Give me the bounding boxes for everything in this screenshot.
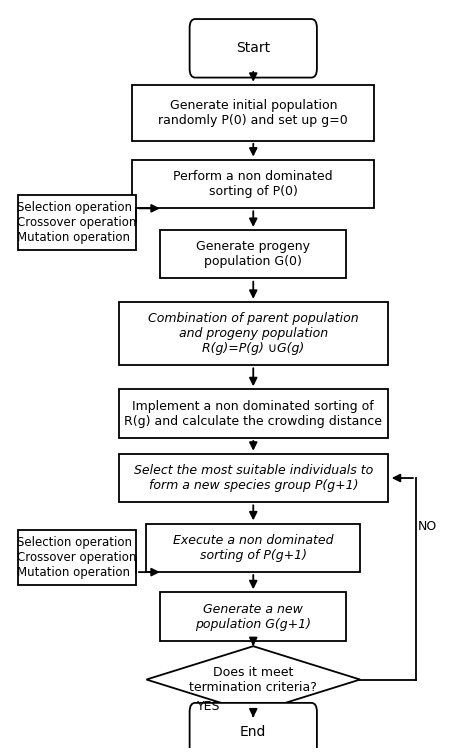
Text: Perform a non dominated
sorting of P(0): Perform a non dominated sorting of P(0) bbox=[173, 170, 333, 198]
Text: Generate initial population
randomly P(0) and set up g=0: Generate initial population randomly P(0… bbox=[158, 99, 348, 127]
Text: End: End bbox=[240, 725, 266, 739]
Text: Implement a non dominated sorting of
R(g) and calculate the crowding distance: Implement a non dominated sorting of R(g… bbox=[124, 400, 382, 428]
FancyBboxPatch shape bbox=[132, 160, 374, 208]
Polygon shape bbox=[146, 646, 360, 713]
Text: Execute a non dominated
sorting of P(g+1): Execute a non dominated sorting of P(g+1… bbox=[173, 534, 334, 562]
FancyBboxPatch shape bbox=[160, 593, 346, 640]
FancyBboxPatch shape bbox=[118, 454, 388, 502]
FancyBboxPatch shape bbox=[118, 302, 388, 365]
FancyBboxPatch shape bbox=[18, 194, 136, 250]
Text: Select the most suitable individuals to
form a new species group P(g+1): Select the most suitable individuals to … bbox=[134, 464, 373, 492]
Text: Selection operation
Crossover operation
Mutation operation: Selection operation Crossover operation … bbox=[17, 536, 137, 579]
FancyBboxPatch shape bbox=[18, 529, 136, 585]
Text: YES: YES bbox=[197, 700, 221, 713]
Text: Generate progeny
population G(0): Generate progeny population G(0) bbox=[196, 240, 310, 268]
Text: Generate a new
population G(g+1): Generate a new population G(g+1) bbox=[195, 603, 311, 631]
FancyBboxPatch shape bbox=[190, 703, 317, 756]
FancyBboxPatch shape bbox=[118, 389, 388, 438]
Text: Start: Start bbox=[236, 42, 270, 55]
Text: NO: NO bbox=[418, 519, 438, 533]
Text: Does it meet
termination criteria?: Does it meet termination criteria? bbox=[189, 665, 317, 693]
Text: Combination of parent population
and progeny population
R(g)=P(g) ∪G(g): Combination of parent population and pro… bbox=[148, 312, 358, 355]
FancyBboxPatch shape bbox=[132, 85, 374, 141]
FancyBboxPatch shape bbox=[190, 19, 317, 78]
FancyBboxPatch shape bbox=[146, 524, 360, 572]
Text: Selection operation
Crossover operation
Mutation operation: Selection operation Crossover operation … bbox=[17, 201, 137, 244]
FancyBboxPatch shape bbox=[160, 230, 346, 278]
